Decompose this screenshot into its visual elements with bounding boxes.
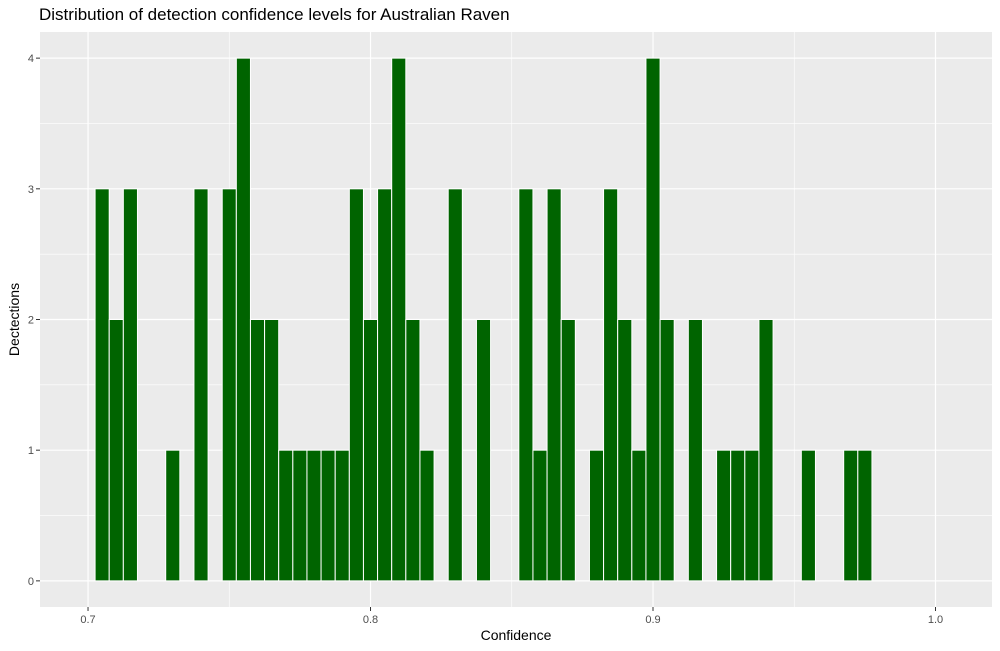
- histogram-bar: [560, 319, 576, 582]
- histogram-bar: [617, 319, 633, 582]
- histogram-bar: [377, 188, 393, 582]
- histogram-bar: [94, 188, 110, 582]
- histogram-bar: [800, 449, 816, 582]
- histogram-bar: [546, 188, 562, 582]
- histogram-bar: [843, 449, 859, 582]
- histogram-bar: [193, 188, 209, 582]
- histogram-bar: [447, 188, 463, 582]
- histogram-bar: [475, 319, 492, 582]
- histogram-bar: [320, 449, 336, 582]
- histogram-bar: [716, 449, 732, 582]
- x-axis: 0.7 0.8 0.9 1.0: [80, 607, 943, 626]
- histogram-bar: [108, 319, 124, 582]
- y-tick-label: 4: [28, 53, 34, 65]
- histogram-bar: [603, 188, 619, 582]
- histogram-bar: [334, 449, 350, 582]
- histogram-bar: [518, 188, 534, 582]
- histogram-bar: [221, 188, 237, 582]
- histogram-bar: [588, 449, 605, 582]
- histogram-bar: [857, 449, 873, 582]
- histogram-bar: [362, 319, 379, 582]
- histogram-bars: [94, 57, 873, 582]
- x-tick-label: 0.7: [80, 614, 95, 626]
- histogram-bar: [165, 449, 181, 582]
- histogram-bar: [645, 57, 661, 582]
- y-tick-label: 1: [28, 445, 34, 457]
- histogram-bar: [278, 449, 294, 582]
- histogram-bar: [687, 319, 703, 582]
- histogram-bar: [122, 188, 138, 582]
- y-axis-title: Dectections: [6, 283, 22, 356]
- x-tick-label: 1.0: [928, 614, 943, 626]
- histogram-bar: [744, 449, 760, 582]
- y-tick-label: 0: [28, 576, 34, 588]
- x-tick-label: 0.8: [363, 614, 378, 626]
- histogram-bar: [405, 319, 421, 582]
- histogram-bar: [264, 319, 280, 582]
- histogram-bar: [631, 449, 647, 582]
- histogram-bar: [758, 319, 774, 582]
- histogram-bar: [391, 57, 407, 582]
- histogram-bar: [249, 319, 266, 582]
- histogram-bar: [419, 449, 435, 582]
- histogram-bar: [292, 449, 308, 582]
- histogram-bar: [730, 449, 746, 582]
- histogram-bar: [659, 319, 675, 582]
- histogram-bar: [348, 188, 364, 582]
- y-tick-label: 3: [28, 184, 34, 196]
- histogram-bar: [532, 449, 548, 582]
- x-tick-label: 0.9: [645, 614, 660, 626]
- histogram-bar: [306, 449, 322, 582]
- x-axis-title: Confidence: [481, 627, 552, 643]
- y-tick-label: 2: [28, 315, 34, 327]
- chart-title: Distribution of detection confidence lev…: [39, 5, 510, 24]
- histogram-bar: [235, 57, 251, 582]
- y-axis: 0 1 2 3 4: [28, 53, 40, 588]
